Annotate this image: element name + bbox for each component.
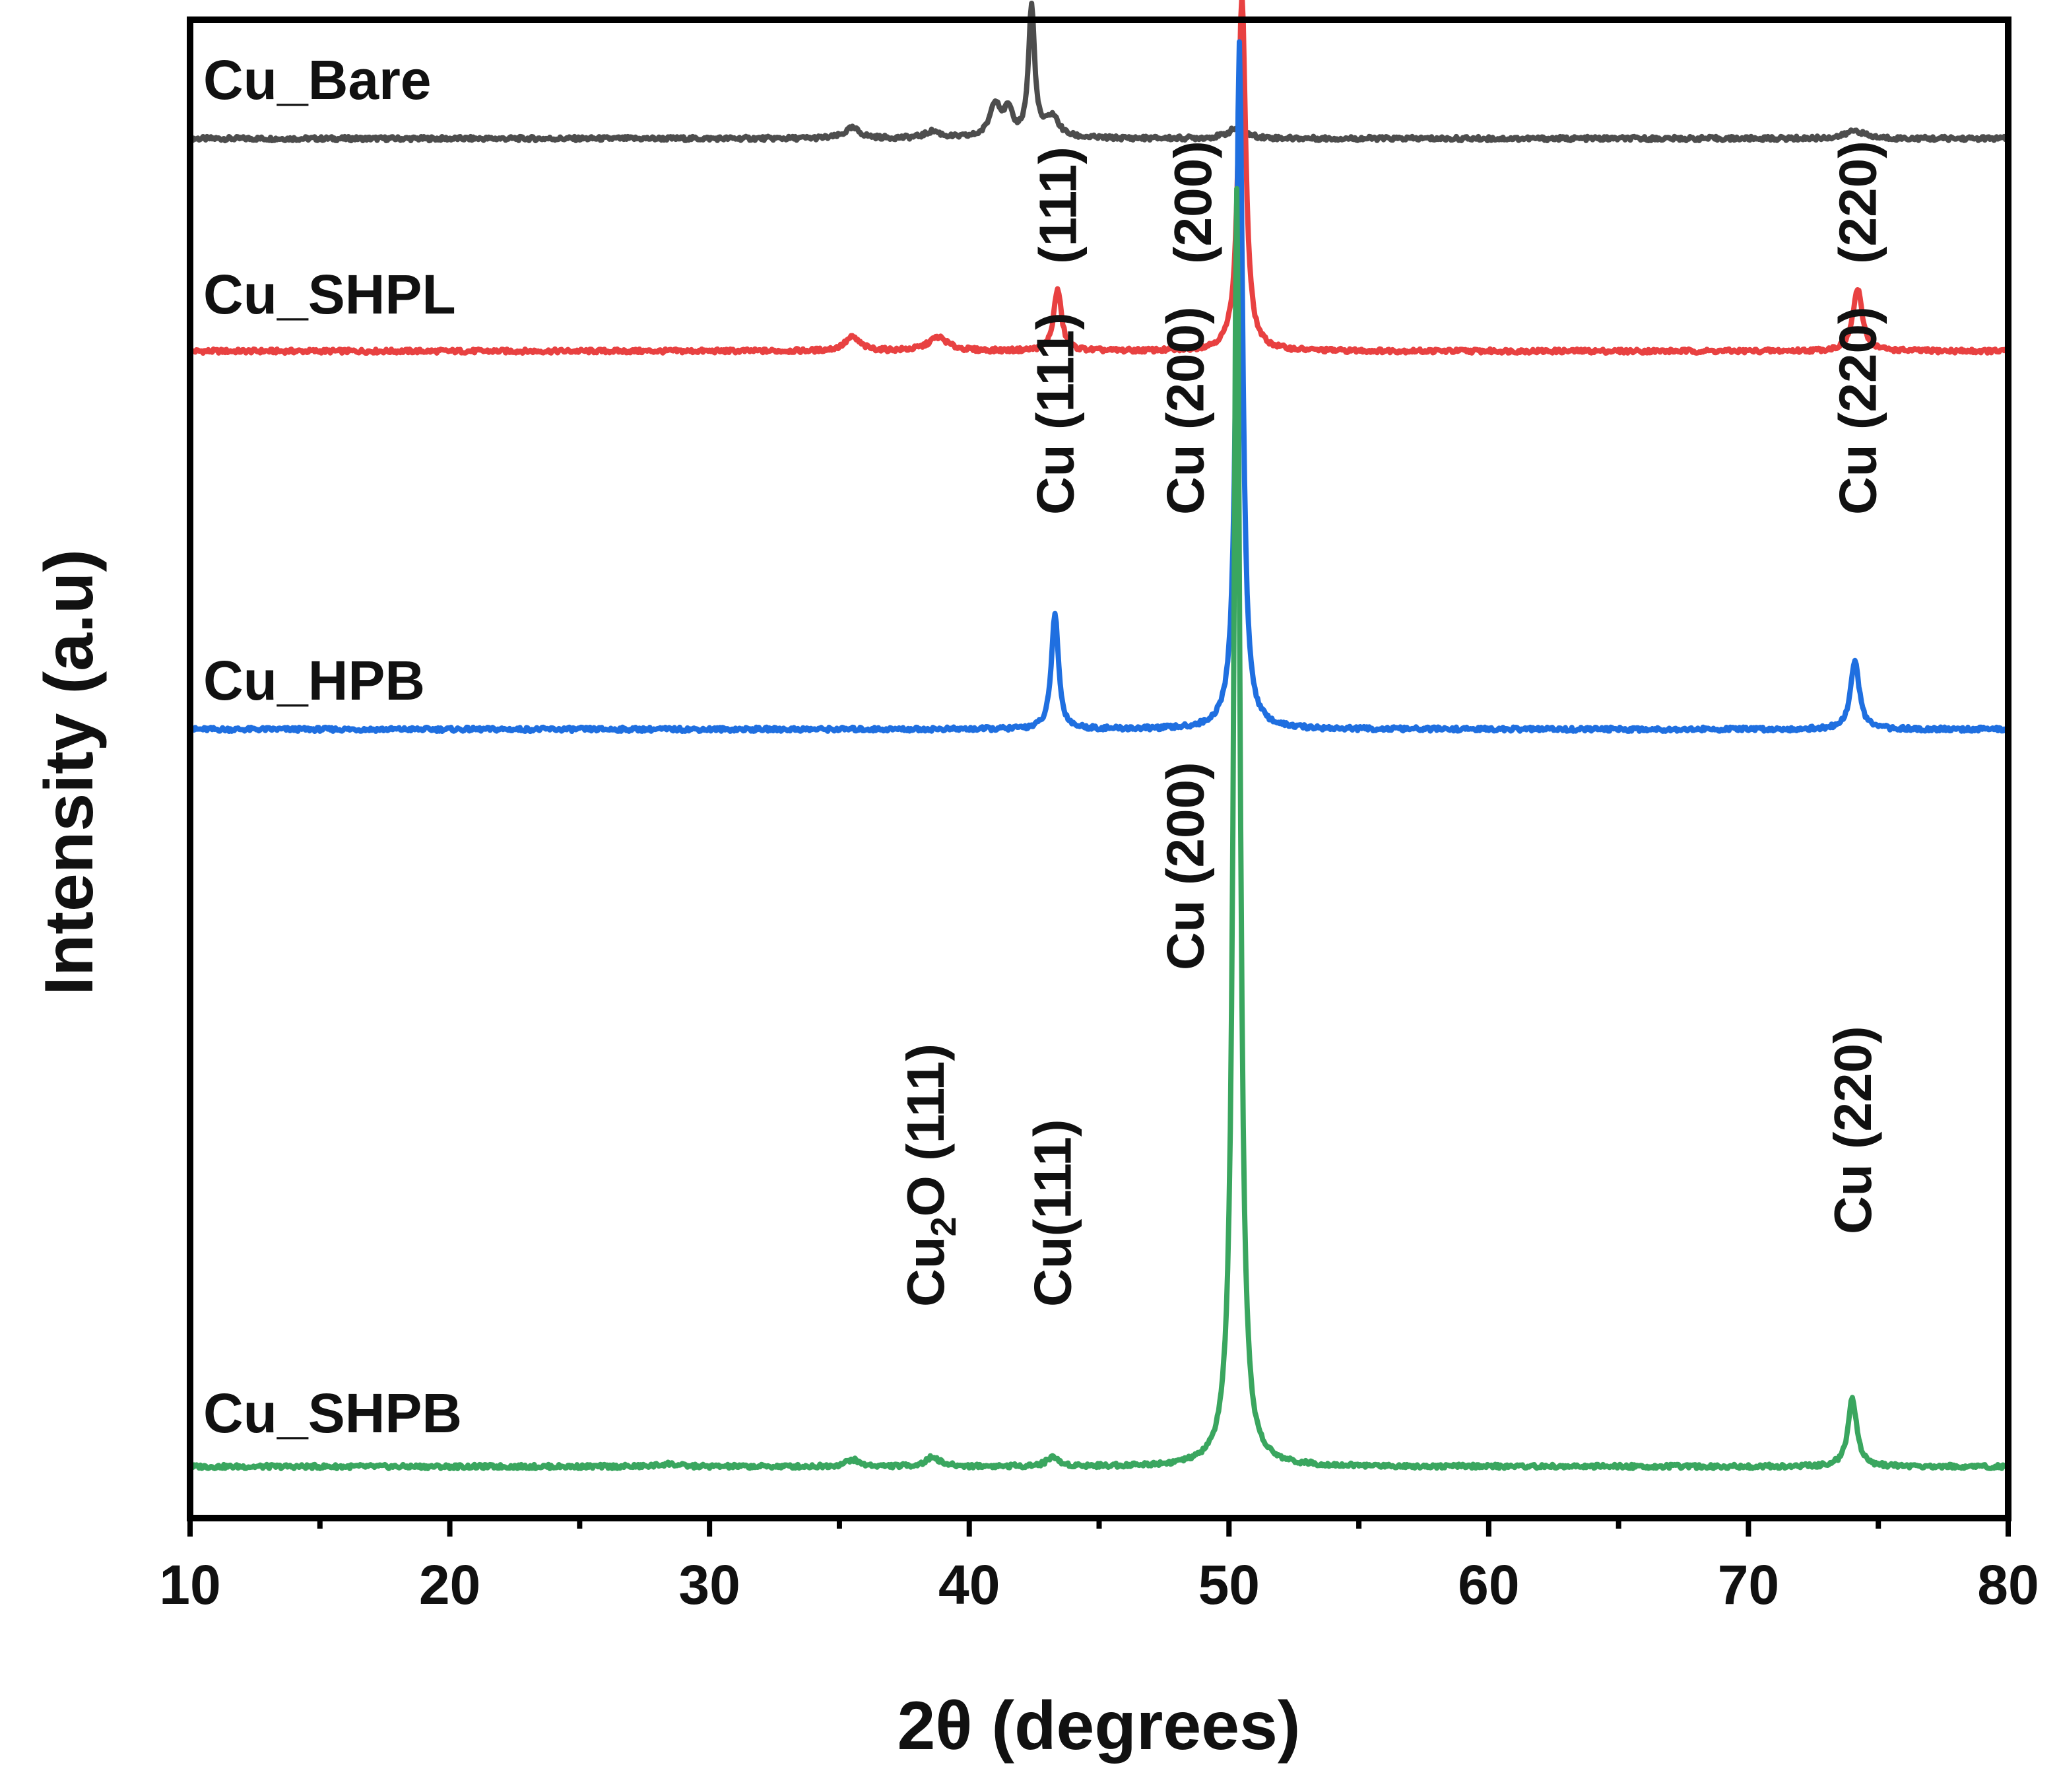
peak-label-cu-shpl-2: (220) bbox=[1829, 141, 1887, 264]
x-tick-label-80: 80 bbox=[1977, 1554, 2039, 1616]
series-line-cu-bare bbox=[187, 1, 2010, 144]
x-axis: 10 20 30 40 50 60 70 80 bbox=[159, 1518, 2039, 1616]
peak-label-cu-shpl-1: (200) bbox=[1163, 141, 1222, 264]
peak-label-cu-shpb-3: Cu (220) bbox=[1823, 1026, 1882, 1234]
series-layer bbox=[187, 0, 2010, 1471]
peak-label-cu-shpb-1: Cu(111) bbox=[1024, 1119, 1082, 1307]
peak-label-cu-shpb-2: Cu (200) bbox=[1156, 762, 1214, 970]
series-line-cu-shpl bbox=[187, 0, 2010, 356]
series-label-cu-shpb: Cu_SHPB bbox=[203, 1382, 462, 1444]
y-axis-title: Intensity (a.u) bbox=[31, 549, 108, 995]
peak-label-cu-hpb-0: Cu (111) bbox=[1026, 312, 1085, 515]
x-tick-label-60: 60 bbox=[1458, 1554, 1519, 1616]
labels-layer: Cu_Bare Cu_SHPL (111) (200) (220) Cu_HPB Cu (1… bbox=[203, 49, 1887, 1444]
x-tick-label-50: 50 bbox=[1198, 1554, 1260, 1616]
x-axis-title: 2θ (degrees) bbox=[897, 1688, 1300, 1764]
x-tick-label-20: 20 bbox=[419, 1554, 480, 1616]
series-line-cu-hpb bbox=[189, 39, 2010, 735]
series-label-cu-bare: Cu_Bare bbox=[203, 49, 431, 111]
x-tick-label-40: 40 bbox=[938, 1554, 1000, 1616]
peak-label-cu-hpb-2: Cu (220) bbox=[1829, 306, 1887, 515]
series-label-cu-hpb: Cu_HPB bbox=[203, 649, 425, 712]
series-line-cu-shpb bbox=[189, 185, 2010, 1471]
series-label-cu-shpl: Cu_SHPL bbox=[203, 263, 456, 325]
x-tick-label-30: 30 bbox=[678, 1554, 740, 1616]
x-tick-label-70: 70 bbox=[1718, 1554, 1779, 1616]
peak-label-cu-hpb-1: Cu (200) bbox=[1156, 306, 1214, 515]
peak-label-cu-shpl-0: (111) bbox=[1029, 147, 1088, 264]
peak-label-cu-shpb-0: Cu2O (111) bbox=[896, 1044, 964, 1307]
x-tick-label-10: 10 bbox=[159, 1554, 220, 1616]
